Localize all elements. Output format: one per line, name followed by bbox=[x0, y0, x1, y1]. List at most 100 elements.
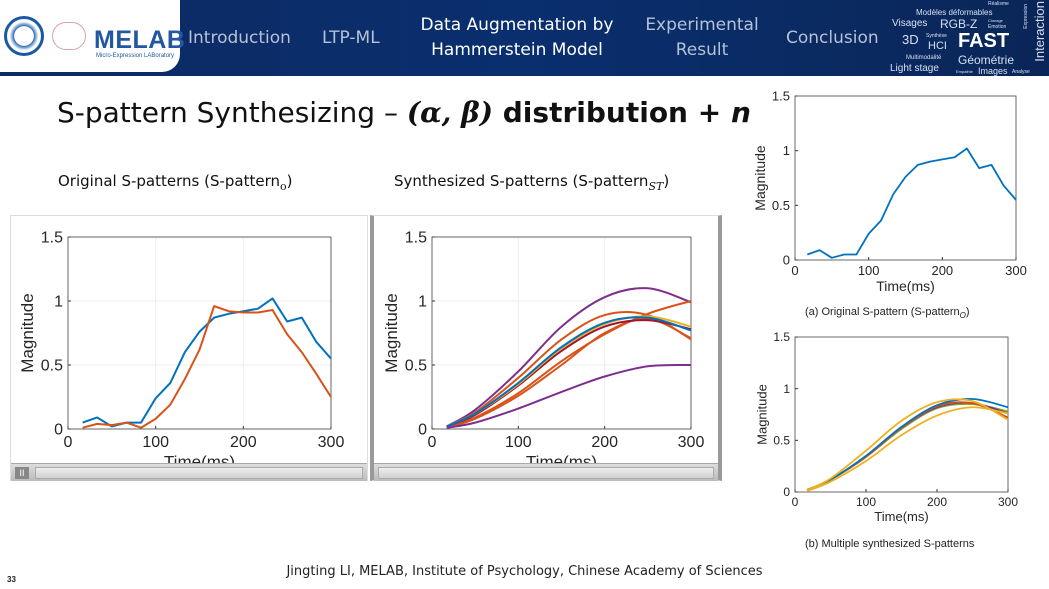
title-n: n bbox=[730, 96, 751, 129]
logo-area: MELAB Micro-Expression LABoratory bbox=[0, 0, 185, 72]
x-tick-label: 200 bbox=[230, 434, 257, 451]
series-line-1 bbox=[82, 305, 332, 429]
subtitle-original: Original S-patterns (S-patterno) bbox=[58, 172, 292, 193]
series-line-4 bbox=[446, 319, 692, 428]
subtitle-synthesized: Synthesized S-patterns (S-patternST) bbox=[394, 172, 669, 193]
x-tick-label: 100 bbox=[858, 263, 880, 278]
video-player-bar[interactable]: II bbox=[11, 463, 367, 481]
caption-b: (b) Multiple synthesized S-patterns bbox=[805, 538, 975, 550]
series-line-7 bbox=[446, 363, 692, 429]
x-tick-label: 200 bbox=[591, 434, 618, 451]
series-line-2 bbox=[806, 401, 1009, 491]
series-line-0 bbox=[806, 147, 1017, 259]
y-axis-label: Magnitude bbox=[18, 293, 37, 372]
cloud-word: Clonage bbox=[988, 18, 1003, 23]
cloud-word: Empathie bbox=[956, 69, 973, 74]
cloud-word: Light stage bbox=[890, 63, 939, 74]
x-tick-label: 0 bbox=[428, 434, 437, 451]
x-tick-label: 0 bbox=[792, 495, 799, 509]
cloud-word: Géométrie bbox=[958, 53, 1015, 67]
y-tick-label: 0 bbox=[418, 422, 427, 439]
cloud-word: Visages bbox=[892, 18, 928, 29]
cloud-word: Expression bbox=[1023, 4, 1029, 29]
title-math: (α, β) bbox=[406, 96, 494, 129]
title-text: S-pattern Synthesizing – bbox=[57, 96, 407, 129]
cloud-word: RGB-Z bbox=[940, 17, 978, 31]
title-bold: distribution + bbox=[493, 96, 731, 129]
cloud-word: Interaction bbox=[1032, 1, 1047, 62]
series-line-4 bbox=[806, 398, 1009, 491]
cloud-word: 3D bbox=[902, 32, 919, 47]
y-tick-label: 0.5 bbox=[772, 198, 790, 213]
x-tick-label: 100 bbox=[142, 434, 169, 451]
series-line-6 bbox=[446, 316, 692, 428]
x-tick-label: 100 bbox=[505, 434, 532, 451]
cloud-word: Modèles déformables bbox=[916, 8, 993, 17]
plot-frame bbox=[794, 336, 1009, 493]
video-panel-synthesized: 0 100 200 300 0 0.5 1 1.5 Time(ms) Magnitude bbox=[370, 215, 722, 481]
slide-footer: Jingting LI, MELAB, Institute of Psychol… bbox=[286, 564, 763, 579]
y-tick-label: 1.5 bbox=[41, 230, 63, 247]
cloud-word: HCI bbox=[928, 40, 947, 52]
y-axis-label: Magnitude bbox=[752, 145, 768, 211]
nav-data-augmentation[interactable]: Data Augmentation by Hammerstein Model bbox=[412, 13, 622, 63]
x-tick-label: 300 bbox=[678, 434, 705, 451]
series-line-3 bbox=[806, 398, 1009, 491]
pause-icon[interactable]: II bbox=[15, 467, 29, 479]
y-tick-label: 1.5 bbox=[405, 230, 427, 247]
series-line-5 bbox=[806, 406, 1009, 492]
caption-text: (a) Original S-pattern (S-pattern bbox=[805, 306, 960, 318]
series-line-2 bbox=[446, 300, 692, 428]
cloud-word: Emotion bbox=[988, 24, 1007, 30]
y-tick-label: 0.5 bbox=[405, 358, 427, 375]
y-tick-label: 0 bbox=[54, 422, 63, 439]
video-progress-track[interactable] bbox=[35, 467, 363, 479]
video-progress-track[interactable] bbox=[378, 467, 714, 479]
subtitle-subscript: o bbox=[280, 180, 287, 193]
y-tick-label: 1 bbox=[783, 143, 790, 158]
nav-introduction[interactable]: Introduction bbox=[188, 28, 291, 48]
paren: ) bbox=[286, 172, 293, 190]
series-line-0 bbox=[82, 297, 332, 428]
x-tick-label: 0 bbox=[791, 263, 798, 278]
series-line-0 bbox=[446, 287, 692, 428]
cloud-word: FAST bbox=[958, 30, 1010, 52]
series-line-1 bbox=[446, 311, 692, 428]
slide-header: MELAB Micro-Expression LABoratory Introd… bbox=[0, 0, 1049, 76]
cloud-word: Synthèse bbox=[926, 33, 947, 39]
plot-frame bbox=[794, 95, 1017, 261]
nav-experimental-result[interactable]: Experimental Result bbox=[636, 13, 768, 63]
series-line-3 bbox=[446, 317, 692, 429]
y-axis-label: Magnitude bbox=[382, 293, 401, 372]
x-tick-label: 300 bbox=[1005, 263, 1027, 278]
y-tick-label: 1 bbox=[54, 294, 63, 311]
x-axis-label: Time(ms) bbox=[874, 509, 928, 524]
cloud-word: Réalisme bbox=[988, 1, 1009, 7]
chart-b-multiple-synthesized: 0 100 200 300 0 0.5 1 1.5 Time(ms) Magnitude bbox=[754, 330, 1018, 524]
x-tick-label: 200 bbox=[927, 495, 947, 509]
video-player-bar[interactable] bbox=[374, 463, 718, 481]
melab-logo-subtitle: Micro-Expression LABoratory bbox=[96, 53, 175, 59]
subtitle-subscript: ST bbox=[648, 180, 664, 193]
nav-label-line2: Result bbox=[675, 40, 729, 60]
subtitle-text: Synthesized S-patterns (S-pattern bbox=[394, 172, 649, 190]
cloud-word: Analyse bbox=[1012, 69, 1030, 75]
cloud-word: Images bbox=[978, 66, 1008, 76]
cloud-word: Multimodalité bbox=[906, 55, 942, 61]
nav-label-line2: Hammerstein Model bbox=[431, 40, 603, 60]
subtitle-text: Original S-patterns (S-pattern bbox=[58, 172, 280, 190]
nav-ltp-ml[interactable]: LTP-ML bbox=[322, 28, 380, 48]
nav-label-line1: Data Augmentation by bbox=[420, 15, 614, 35]
y-tick-label: 1 bbox=[418, 294, 427, 311]
x-tick-label: 0 bbox=[64, 434, 73, 451]
plot-frame bbox=[67, 236, 332, 430]
x-tick-label: 100 bbox=[856, 495, 876, 509]
y-tick-label: 0.5 bbox=[773, 434, 790, 448]
x-tick-label: 300 bbox=[998, 495, 1018, 509]
nav-conclusion[interactable]: Conclusion bbox=[786, 28, 879, 48]
x-tick-label: 200 bbox=[931, 263, 953, 278]
institute-seal-logo bbox=[4, 16, 44, 56]
paren: ) bbox=[965, 306, 970, 318]
